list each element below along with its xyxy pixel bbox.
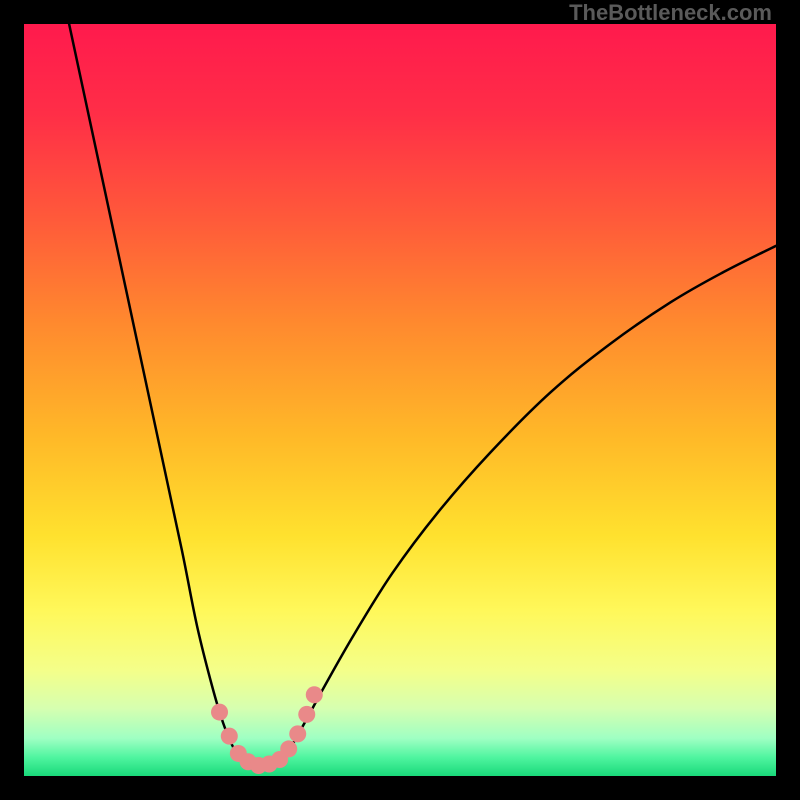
data-marker xyxy=(298,706,315,723)
data-marker xyxy=(306,686,323,703)
data-marker xyxy=(289,725,306,742)
curve-layer xyxy=(24,24,776,776)
watermark-text: TheBottleneck.com xyxy=(569,0,772,26)
plot-area xyxy=(24,24,776,776)
data-marker xyxy=(280,740,297,757)
data-marker xyxy=(221,728,238,745)
gradient-background xyxy=(24,24,776,776)
data-marker xyxy=(211,704,228,721)
chart-frame: TheBottleneck.com xyxy=(0,0,800,800)
